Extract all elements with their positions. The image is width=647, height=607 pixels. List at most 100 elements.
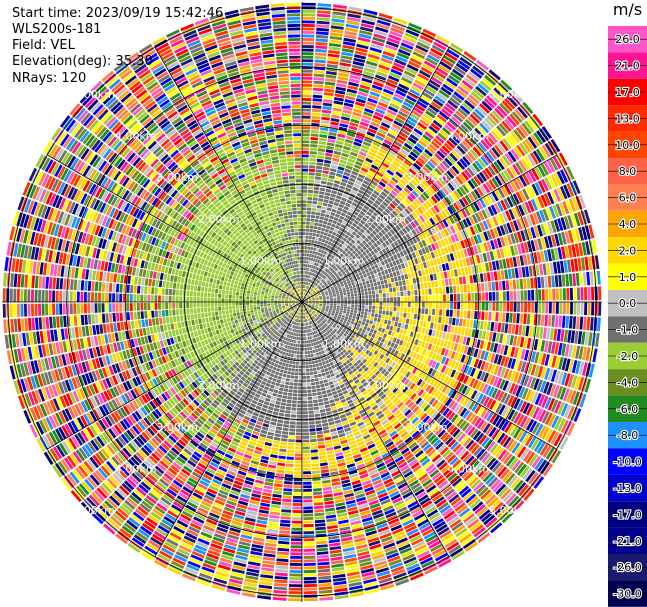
ray-gates (367, 443, 401, 501)
ray-31 (305, 302, 601, 332)
ray-gates (384, 457, 452, 568)
ray-gates (139, 43, 297, 294)
ray-gates (28, 167, 79, 201)
ray-gates (6, 303, 123, 318)
ray-gates (62, 310, 254, 353)
ray-gates (573, 212, 581, 227)
ray-gates (305, 307, 402, 443)
ray-61 (272, 305, 302, 601)
ray-gates (184, 190, 270, 272)
ray-gates (234, 121, 301, 299)
ray-gates (124, 225, 173, 252)
ray-gates (161, 470, 176, 485)
ray-65 (211, 305, 302, 592)
ray-75 (80, 304, 300, 514)
ray-gates (83, 194, 255, 281)
ray-gates (57, 329, 62, 341)
ray-gates (305, 259, 572, 302)
ray-gates (470, 460, 520, 508)
ray-gates (461, 196, 469, 206)
ray-gates (434, 95, 498, 162)
ray-gates (547, 249, 552, 262)
ray-gates (559, 387, 580, 405)
ray-gates (69, 303, 299, 404)
ray-gates (302, 70, 325, 295)
ray-gates (93, 489, 105, 502)
ray-89 (2, 302, 299, 318)
ray-gates (157, 96, 172, 111)
ray-gates (472, 146, 482, 157)
ray-gates (161, 513, 177, 528)
ray-gates (419, 119, 430, 127)
ray-gates (104, 164, 113, 176)
ray-112 (180, 23, 301, 299)
ray-gates (404, 436, 424, 458)
ray-gates (394, 58, 407, 66)
ray-gates (105, 292, 109, 302)
ray-gates (235, 450, 244, 457)
ray-gates (273, 31, 302, 289)
ray-gates (485, 494, 497, 505)
ray-gates (473, 235, 479, 245)
ray-gates (582, 362, 588, 376)
ray-gates (295, 307, 298, 310)
ray-gates (312, 477, 329, 552)
ray-gates (108, 119, 119, 130)
ray-gates (199, 459, 209, 467)
ray-45 (304, 304, 514, 524)
ray-gates (325, 322, 519, 487)
ray-gates (41, 276, 46, 289)
ray-gates (355, 101, 365, 107)
ray-gates (497, 182, 543, 212)
ray-gates (221, 483, 232, 490)
ray-gates (405, 117, 445, 165)
ray-gates (529, 420, 538, 433)
ray-98 (28, 167, 299, 301)
ray-gates (305, 203, 563, 301)
ray-gates (107, 303, 299, 425)
ray-106 (101, 70, 300, 300)
ray-gates (368, 427, 401, 477)
ray-111 (166, 29, 301, 299)
ray-gates (91, 302, 295, 325)
ray-gates (450, 441, 496, 485)
ray-gates (128, 517, 141, 527)
ray-12 (304, 59, 489, 300)
ray-gates (160, 304, 301, 506)
ray-104 (79, 91, 300, 300)
ray-gates (153, 90, 165, 100)
ray-gates (291, 531, 302, 542)
ray-gates (90, 101, 152, 161)
ray-gates (545, 302, 549, 314)
ray-gates (311, 346, 361, 522)
ray-gates (100, 392, 107, 403)
ray-109 (139, 43, 301, 300)
ray-gates (247, 95, 264, 129)
ray-gates (354, 319, 517, 382)
ray-gates (104, 73, 166, 142)
ray-gates (537, 183, 575, 209)
ray-gates (503, 152, 568, 195)
ray-gates (264, 442, 272, 447)
ray-gates (433, 147, 501, 202)
ray-70 (140, 305, 301, 562)
ray-gates (115, 483, 166, 545)
ray-gates (271, 500, 281, 505)
ray-gates (187, 455, 222, 509)
ray-gates (315, 235, 509, 299)
ray-gates (303, 569, 317, 574)
ray-gates (391, 54, 424, 107)
ray-gates (33, 374, 41, 388)
ray-gates (166, 338, 172, 346)
ray-gates (305, 303, 550, 424)
ray-gates (91, 121, 157, 180)
ray-gates (128, 407, 214, 505)
ray-gates (340, 439, 348, 445)
ray-gates (120, 408, 163, 444)
ray-gates (256, 519, 268, 525)
ray-gates (38, 316, 53, 330)
ray-gates (312, 262, 551, 301)
ray-gates (288, 300, 292, 301)
ray-41 (304, 303, 553, 477)
ray-gates (322, 486, 333, 495)
